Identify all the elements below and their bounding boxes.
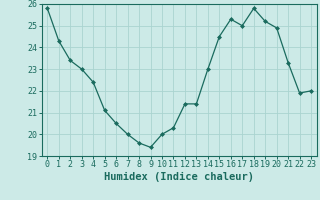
X-axis label: Humidex (Indice chaleur): Humidex (Indice chaleur) xyxy=(104,172,254,182)
